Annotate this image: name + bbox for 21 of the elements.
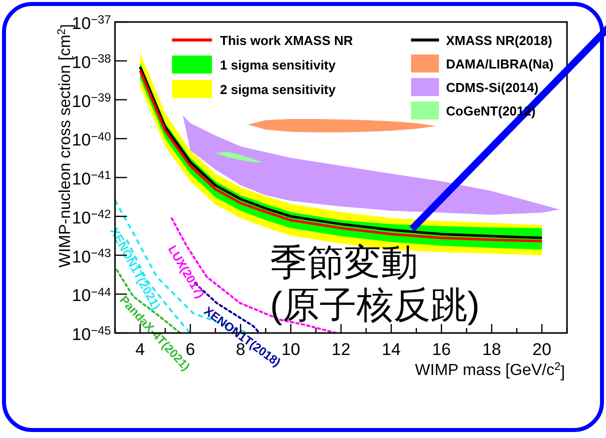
legend-label: CDMS-Si(2014) xyxy=(446,80,538,95)
y-tick-label: 10$^{−38}$ xyxy=(72,52,112,72)
legend-label: 1 sigma sensitivity xyxy=(220,58,336,72)
y-tick-label: 10$^{−42}$ xyxy=(72,207,112,228)
legend-label: 2 sigma sensitivity xyxy=(220,82,336,97)
y-tick-label: 10$^{−44}$ xyxy=(72,284,112,306)
x-tick-label: 12 xyxy=(332,340,350,359)
x-tick-label: 10 xyxy=(281,340,300,359)
y-tick-label: 10$^{−39}$ xyxy=(72,90,112,111)
legend-label: This work XMASS NR xyxy=(220,33,354,48)
x-tick-label: 20 xyxy=(532,340,552,359)
y-tick-label: 10$^{−41}$ xyxy=(72,168,112,188)
legend-label: DAMA/LIBRA(Na) xyxy=(446,56,554,72)
y-tick-label: 10$^{−40}$ xyxy=(72,129,112,150)
x-axis-title: WIMP mass [GeV/c$^{2}$] xyxy=(415,360,565,382)
y-tick-label: 10$^{−45}$ xyxy=(72,324,112,344)
x-tick-label: 18 xyxy=(482,340,502,359)
x-tick-label: 16 xyxy=(432,340,451,359)
x-tick-label: 14 xyxy=(382,340,401,359)
y-tick-label: 10$^{−37}$ xyxy=(72,12,112,33)
legend-label: XMASS NR(2018) xyxy=(446,33,552,48)
